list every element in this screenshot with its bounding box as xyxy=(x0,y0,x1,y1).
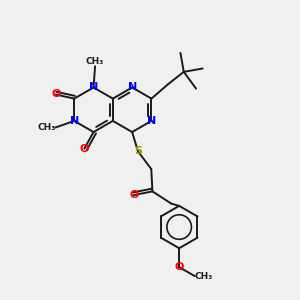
Text: O: O xyxy=(80,144,89,154)
Text: CH₃: CH₃ xyxy=(37,123,55,132)
Text: N: N xyxy=(147,116,156,126)
Text: CH₃: CH₃ xyxy=(86,57,104,66)
Text: O: O xyxy=(129,190,139,200)
Text: N: N xyxy=(89,82,98,92)
Text: CH₃: CH₃ xyxy=(195,272,213,280)
Text: N: N xyxy=(128,82,137,92)
Text: O: O xyxy=(175,262,184,272)
Text: O: O xyxy=(51,89,60,100)
Text: S: S xyxy=(134,146,142,156)
Text: N: N xyxy=(70,116,79,126)
